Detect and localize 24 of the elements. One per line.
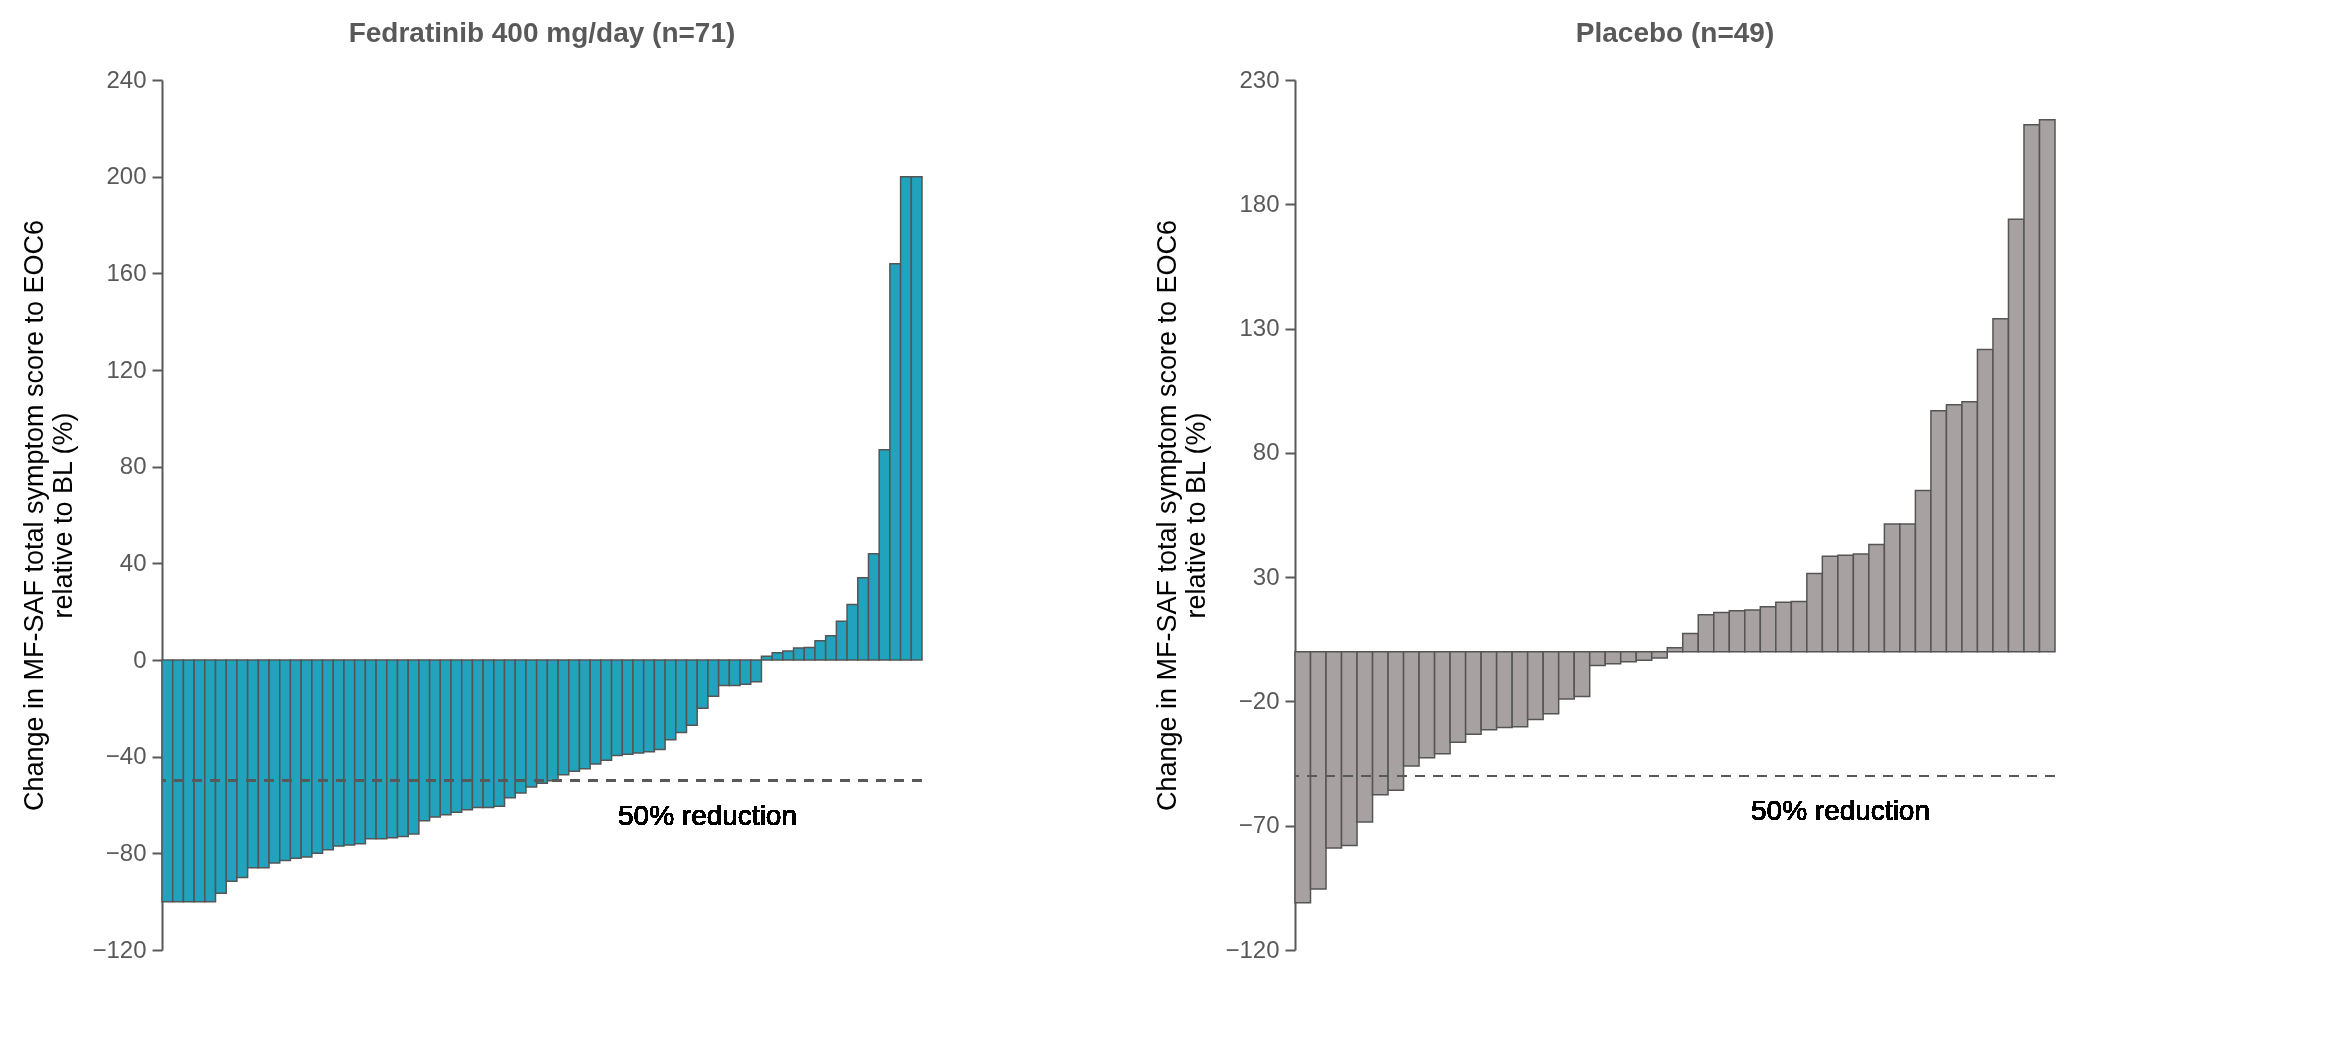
y-tick-label: 160 (106, 258, 147, 286)
y-axis-title: Change in MF-SAF total symptom score to EOC6 relative to BL (%) (19, 219, 79, 812)
y-tick-label: 30 (1252, 562, 1280, 590)
y-tick-label: 230 (1239, 65, 1280, 93)
chart-title: Placebo (n=49) (1575, 17, 1775, 48)
chart-title: Fedratinib 400 mg/day (n=71) (348, 17, 736, 48)
y-tick-label: 80 (119, 452, 147, 480)
y-tick-label: 0 (133, 645, 147, 673)
y-tick-label: 240 (106, 65, 147, 93)
y-tick-label: 200 (106, 162, 147, 190)
ref-line-label: 50% reduction (1751, 795, 1931, 826)
y-tick-label: −40 (105, 742, 147, 770)
y-tick-label: 180 (1239, 189, 1280, 217)
y-tick-label: −80 (105, 838, 147, 866)
y-axis-title: Change in MF-SAF total symptom score to EOC6 relative to BL (%) (1152, 219, 1212, 812)
ref-line-label: 50% reduction (618, 799, 798, 831)
y-tick-label: −120 (1225, 935, 1280, 963)
y-tick-label: 40 (119, 548, 147, 576)
y-tick-label: −70 (1238, 811, 1280, 839)
y-tick-label: −20 (1238, 686, 1280, 714)
y-tick-label: 120 (106, 355, 147, 383)
y-tick-label: −120 (92, 935, 147, 963)
y-tick-label: 130 (1239, 314, 1280, 342)
y-tick-label: 80 (1252, 438, 1280, 466)
